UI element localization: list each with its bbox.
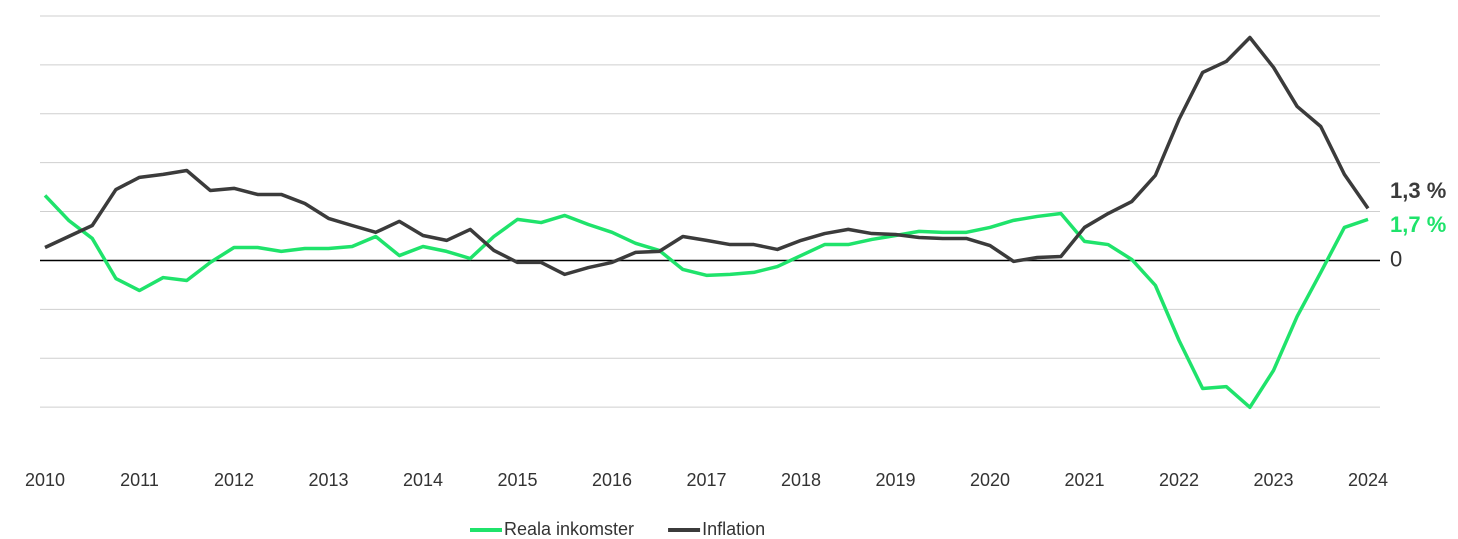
x-tick-label: 2010 bbox=[25, 470, 65, 490]
x-tick-label: 2013 bbox=[308, 470, 348, 490]
x-tick-label: 2012 bbox=[214, 470, 254, 490]
x-tick-label: 2014 bbox=[403, 470, 443, 490]
end-label: 1,3 % bbox=[1390, 178, 1446, 203]
y-tick-label: 0 bbox=[1390, 246, 1402, 271]
legend-label: Inflation bbox=[702, 519, 765, 539]
x-tick-label: 2020 bbox=[970, 470, 1010, 490]
x-tick-label: 2021 bbox=[1064, 470, 1104, 490]
x-tick-label: 2024 bbox=[1348, 470, 1388, 490]
series-line bbox=[43, 194, 1369, 410]
x-tick-label: 2022 bbox=[1159, 470, 1199, 490]
series-line bbox=[44, 35, 1370, 277]
x-tick-label: 2019 bbox=[875, 470, 915, 490]
x-tick-label: 2023 bbox=[1253, 470, 1293, 490]
x-tick-label: 2015 bbox=[497, 470, 537, 490]
x-tick-label: 2011 bbox=[120, 470, 159, 490]
x-tick-label: 2017 bbox=[686, 470, 726, 490]
end-label: 1,7 % bbox=[1390, 212, 1446, 237]
x-tick-label: 2016 bbox=[592, 470, 632, 490]
x-tick-label: 2018 bbox=[781, 470, 821, 490]
legend-label: Reala inkomster bbox=[504, 519, 634, 539]
